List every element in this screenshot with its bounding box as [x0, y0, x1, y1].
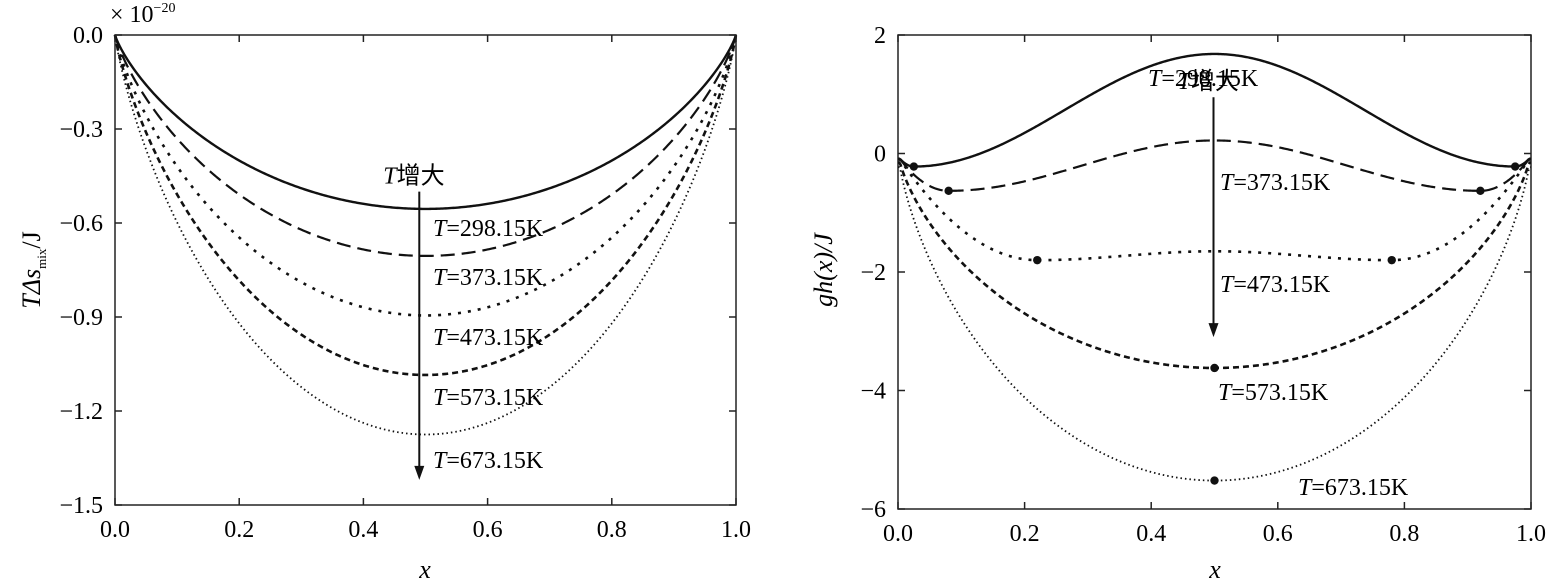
left-y-tick-label: −1.5 [59, 493, 103, 519]
left-arrow-label-T: T [383, 164, 398, 190]
left-y-label-s: s [17, 269, 46, 279]
left-series-label: T=573.15K [433, 385, 544, 411]
right-series-label: T=298.15K [1148, 66, 1259, 92]
left-y-tick-label: −0.9 [59, 305, 103, 331]
left-series-label: T=298.15K [433, 216, 544, 242]
left-x-tick-label: 1.0 [721, 517, 751, 543]
left-plot-frame [114, 34, 737, 506]
left-x-tick-label: 0.0 [100, 517, 130, 543]
left-y-label-sub: mix [34, 248, 49, 269]
right-y-tick-label: −2 [860, 260, 886, 286]
left-arrow-label: T增大 [383, 163, 444, 190]
right-min-point [1033, 255, 1042, 265]
left-y-label-suffix: /J [17, 231, 46, 248]
left-arrow-label-text: 增大 [397, 163, 445, 190]
left-series-line [114, 34, 737, 436]
right-min-point [909, 162, 919, 171]
right-y-tick-label: −4 [860, 379, 886, 405]
right-series-label: T=473.15K [1220, 272, 1331, 298]
left-chart: 0.0 0.2 0.4 0.6 0.8 1.0 0.0 −0.3 −0.6 −0.9 −1.2 −1.… [17, 1, 751, 584]
right-chart: 0.0 0.2 0.4 0.6 0.8 1.020−2−4−6 T增大T=298.15KT… [809, 23, 1546, 584]
left-series-label: T=673.15K [433, 448, 544, 474]
right-x-tick-label: 0.4 [1136, 521, 1166, 547]
right-min-point [1210, 476, 1219, 485]
right-min-point [1510, 162, 1520, 171]
left-arrow-head [414, 465, 425, 480]
left-series-line [113, 34, 738, 317]
right-y-axis-label: gh(x)/J [809, 232, 838, 307]
left-series-line [113, 34, 738, 377]
right-y-tick-label: −6 [860, 497, 886, 523]
left-ticks: 0.0 0.2 0.4 0.6 0.8 1.0 0.0 −0.3 −0.6 −0.9 −1.2 −1.… [59, 23, 751, 543]
left-y-tick-label: −0.6 [59, 211, 103, 237]
right-x-tick-label: 0.0 [883, 521, 913, 547]
left-x-axis-label: x [418, 555, 431, 584]
left-arrow: T增大 T=298.15K T=373.15K T=473.15K T=573.15K T… [383, 163, 544, 480]
left-x-tick-label: 0.2 [224, 517, 254, 543]
left-x-tick-label: 0.4 [348, 517, 378, 543]
left-y-tick-label: −1.2 [59, 399, 103, 425]
left-x-tick-label: 0.6 [473, 517, 503, 543]
right-min-point [1476, 186, 1485, 196]
right-min-point [944, 186, 953, 196]
right-arrow-label: T增大 [1178, 68, 1239, 95]
right-series-label: T=673.15K [1298, 475, 1409, 501]
left-multiplier: × 10−20 [110, 1, 175, 28]
right-y-tick-label: 2 [874, 23, 886, 49]
left-y-tick-label: −0.3 [59, 117, 103, 143]
left-x-tick-label: 0.8 [597, 517, 627, 543]
right-arrow-head [1208, 323, 1219, 338]
right-y-tick-label: 0 [874, 142, 886, 168]
right-min-point [1387, 255, 1396, 265]
right-x-tick-label: 0.8 [1389, 521, 1419, 547]
right-series-label: T=573.15K [1218, 380, 1329, 406]
left-series-label: T=473.15K [433, 325, 544, 351]
left-series-line [113, 34, 738, 211]
left-multiplier-base: × 10 [110, 2, 154, 28]
right-series-line [898, 52, 1531, 168]
right-ticks: 0.0 0.2 0.4 0.6 0.8 1.0 2 0 −2 −4 −6 [860, 23, 1546, 547]
right-series-line [898, 139, 1531, 192]
left-series-line [113, 34, 738, 257]
right-x-tick-label: 0.6 [1263, 521, 1293, 547]
right-min-point [1210, 363, 1219, 373]
right-x-tick-label: 0.2 [1010, 521, 1040, 547]
left-y-label-prefix: TΔ [17, 279, 46, 309]
left-y-axis-label: TΔsmix/J [17, 231, 49, 308]
right-series-group [898, 52, 1531, 485]
left-multiplier-exponent: −20 [154, 1, 176, 16]
right-arrow-label-T: T [1178, 69, 1193, 95]
left-series-label: T=373.15K [433, 265, 544, 291]
left-y-tick-label: 0.0 [73, 23, 103, 49]
left-series-group [113, 34, 738, 436]
right-x-tick-label: 1.0 [1516, 521, 1546, 547]
right-series-label: T=373.15K [1220, 170, 1331, 196]
right-arrow-label-text: 增大 [1191, 68, 1239, 95]
right-x-axis-label: x [1208, 555, 1221, 584]
